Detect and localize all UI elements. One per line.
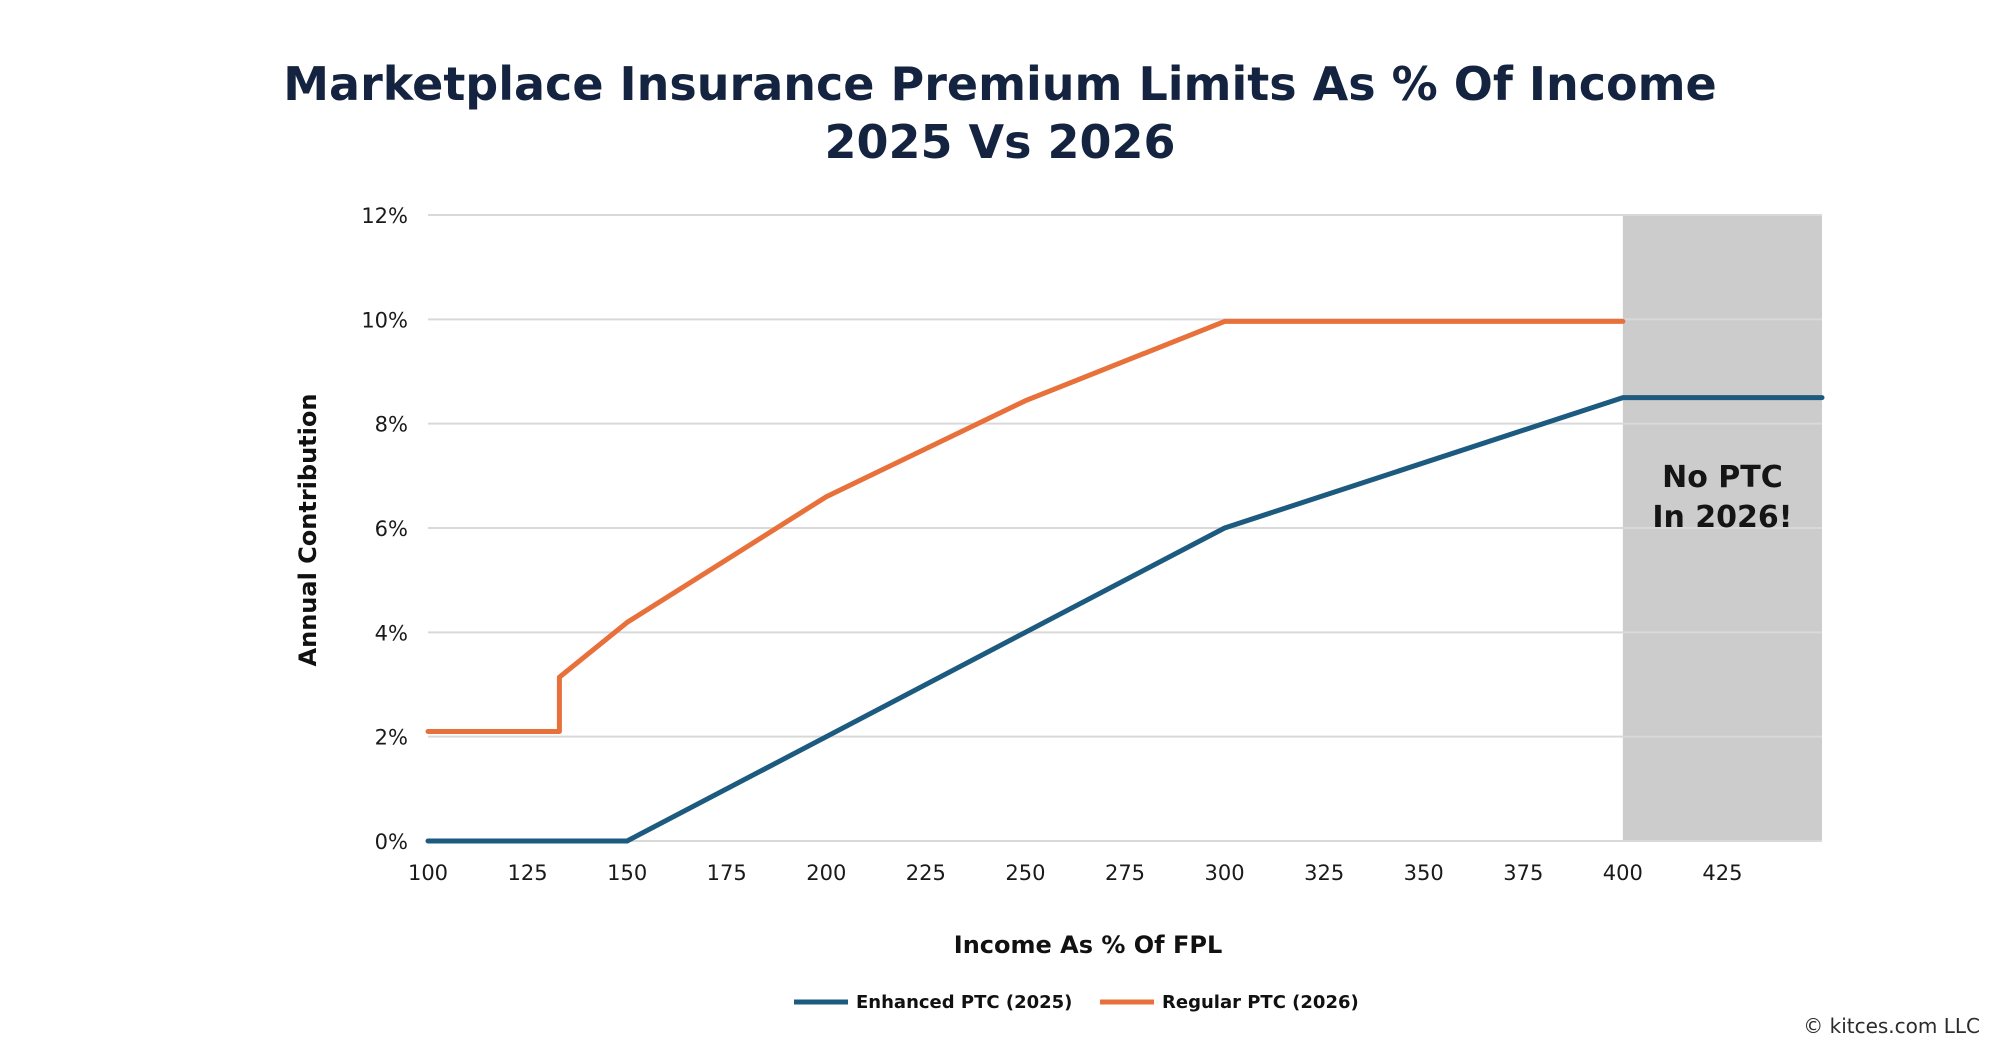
y-tick-label: 6% bbox=[375, 517, 408, 541]
x-tick-label: 300 bbox=[1205, 861, 1245, 885]
series-lines bbox=[425, 318, 1825, 844]
x-tick-label: 375 bbox=[1503, 861, 1543, 885]
y-tick-label: 2% bbox=[375, 726, 408, 750]
chart-subtitle: 2025 Vs 2026 bbox=[824, 115, 1175, 169]
x-tick-label: 225 bbox=[906, 861, 946, 885]
series-line-1 bbox=[425, 318, 1626, 734]
x-tick-label: 400 bbox=[1603, 861, 1643, 885]
y-tick-label: 8% bbox=[375, 413, 408, 437]
y-tick-label: 12% bbox=[361, 204, 408, 228]
x-tick-label: 325 bbox=[1304, 861, 1344, 885]
x-axis-label: Income As % Of FPL bbox=[954, 931, 1222, 959]
gridlines bbox=[428, 214, 1822, 842]
x-tick-label: 275 bbox=[1105, 861, 1145, 885]
no-ptc-annotation-line-1: No PTC bbox=[1662, 460, 1783, 495]
x-tick-label: 125 bbox=[508, 861, 548, 885]
x-tick-label: 425 bbox=[1702, 861, 1742, 885]
y-tick-label: 10% bbox=[361, 308, 408, 332]
x-tick-label: 175 bbox=[707, 861, 747, 885]
x-tick-label: 100 bbox=[408, 861, 448, 885]
x-tick-label: 150 bbox=[607, 861, 647, 885]
x-tick-label: 350 bbox=[1404, 861, 1444, 885]
no-ptc-annotation-line-2: In 2026! bbox=[1652, 500, 1792, 535]
x-tick-label: 250 bbox=[1005, 861, 1045, 885]
legend-label-enhanced: Enhanced PTC (2025) bbox=[856, 992, 1072, 1013]
x-axis-ticks: 100 125 150 175 200 225 250 275 300 325 350 375 400 4… bbox=[408, 861, 1743, 885]
series-line-0 bbox=[425, 395, 1825, 844]
y-axis-ticks: 0% 2% 4% 6% 8% 10% 12% bbox=[361, 204, 408, 854]
legend-label-regular: Regular PTC (2026) bbox=[1162, 992, 1359, 1013]
chart-title: Marketplace Insurance Premium Limits As … bbox=[283, 57, 1716, 111]
y-tick-label: 4% bbox=[375, 621, 408, 645]
x-tick-label: 200 bbox=[806, 861, 846, 885]
copyright-text: © kitces.com LLC bbox=[1803, 1014, 1980, 1038]
y-axis-label: Annual Contribution bbox=[294, 394, 322, 667]
y-tick-label: 0% bbox=[375, 830, 408, 854]
